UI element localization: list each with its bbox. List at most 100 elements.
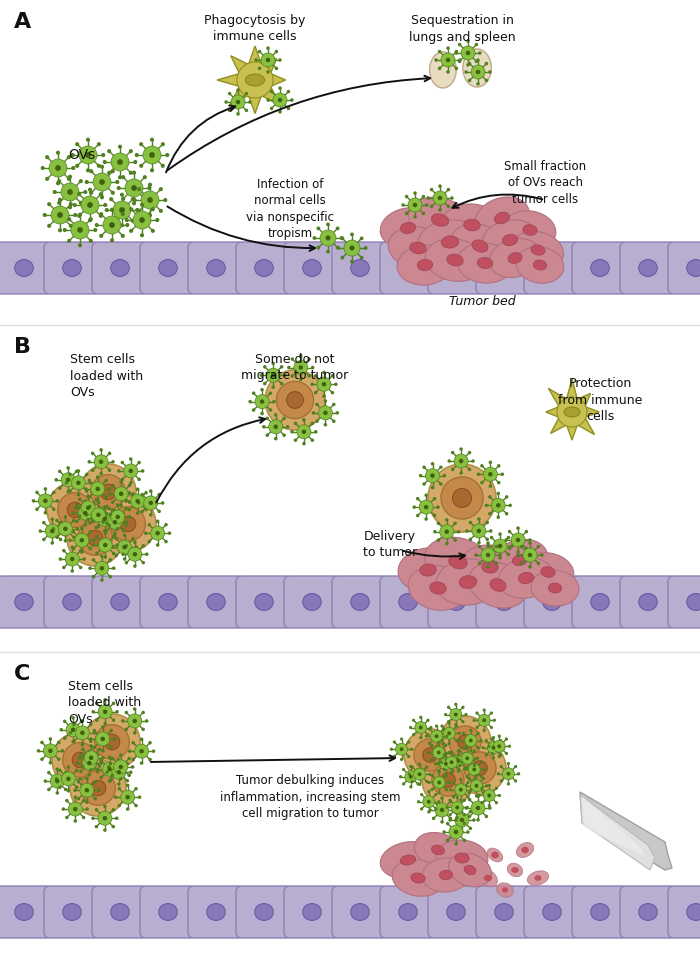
Circle shape bbox=[109, 780, 111, 782]
Circle shape bbox=[438, 733, 440, 735]
Circle shape bbox=[146, 553, 148, 555]
Circle shape bbox=[452, 810, 454, 812]
Circle shape bbox=[66, 478, 71, 482]
Circle shape bbox=[99, 566, 104, 571]
Circle shape bbox=[461, 830, 463, 833]
Circle shape bbox=[100, 473, 102, 475]
Ellipse shape bbox=[409, 198, 471, 243]
Circle shape bbox=[438, 761, 440, 763]
Circle shape bbox=[451, 197, 453, 199]
Circle shape bbox=[408, 741, 409, 743]
Circle shape bbox=[440, 525, 454, 539]
Circle shape bbox=[111, 774, 113, 777]
Circle shape bbox=[443, 742, 444, 744]
Circle shape bbox=[414, 192, 416, 194]
Ellipse shape bbox=[420, 564, 436, 576]
Circle shape bbox=[87, 495, 89, 497]
Circle shape bbox=[517, 527, 519, 529]
Circle shape bbox=[44, 488, 46, 490]
Circle shape bbox=[86, 808, 88, 810]
Circle shape bbox=[124, 464, 138, 478]
Circle shape bbox=[76, 521, 78, 523]
Circle shape bbox=[465, 713, 467, 715]
Circle shape bbox=[85, 490, 88, 492]
Circle shape bbox=[142, 562, 144, 564]
Circle shape bbox=[473, 750, 475, 752]
Circle shape bbox=[46, 177, 48, 180]
Circle shape bbox=[129, 484, 131, 486]
FancyBboxPatch shape bbox=[44, 576, 100, 628]
Circle shape bbox=[102, 750, 104, 752]
Circle shape bbox=[66, 723, 80, 737]
Circle shape bbox=[99, 179, 105, 185]
Circle shape bbox=[430, 727, 432, 729]
Circle shape bbox=[449, 789, 452, 790]
Circle shape bbox=[51, 206, 69, 224]
Text: Phagocytosis by
immune cells: Phagocytosis by immune cells bbox=[204, 14, 306, 43]
Ellipse shape bbox=[548, 583, 561, 593]
Circle shape bbox=[74, 203, 76, 206]
Circle shape bbox=[119, 146, 121, 148]
Circle shape bbox=[60, 729, 62, 731]
Circle shape bbox=[98, 538, 112, 552]
Circle shape bbox=[110, 746, 112, 748]
Circle shape bbox=[50, 528, 55, 533]
Text: Protection
from immune
cells: Protection from immune cells bbox=[558, 377, 642, 423]
Ellipse shape bbox=[591, 903, 609, 921]
Circle shape bbox=[156, 219, 159, 222]
Circle shape bbox=[129, 502, 131, 503]
Circle shape bbox=[112, 509, 114, 512]
Circle shape bbox=[32, 500, 34, 502]
Circle shape bbox=[433, 746, 445, 759]
Ellipse shape bbox=[206, 260, 225, 276]
Circle shape bbox=[150, 490, 152, 492]
Circle shape bbox=[86, 778, 88, 780]
Circle shape bbox=[507, 772, 510, 776]
Circle shape bbox=[431, 789, 433, 790]
Circle shape bbox=[83, 511, 88, 515]
Circle shape bbox=[493, 737, 494, 738]
Circle shape bbox=[447, 71, 449, 73]
Circle shape bbox=[43, 538, 45, 541]
Circle shape bbox=[267, 47, 269, 49]
Circle shape bbox=[456, 759, 461, 762]
Circle shape bbox=[323, 371, 325, 373]
Circle shape bbox=[438, 801, 440, 803]
Circle shape bbox=[57, 152, 60, 154]
Circle shape bbox=[435, 803, 449, 817]
Circle shape bbox=[341, 237, 344, 240]
Circle shape bbox=[61, 183, 79, 201]
Circle shape bbox=[38, 494, 52, 508]
Circle shape bbox=[467, 830, 469, 833]
Circle shape bbox=[290, 99, 293, 101]
Circle shape bbox=[400, 747, 403, 751]
Circle shape bbox=[80, 567, 82, 569]
Circle shape bbox=[493, 757, 494, 759]
Circle shape bbox=[43, 522, 45, 524]
Circle shape bbox=[74, 214, 76, 217]
Circle shape bbox=[162, 143, 164, 146]
Circle shape bbox=[48, 749, 52, 753]
Circle shape bbox=[261, 388, 263, 390]
Circle shape bbox=[57, 182, 60, 185]
Circle shape bbox=[112, 502, 114, 503]
Circle shape bbox=[449, 800, 451, 801]
Ellipse shape bbox=[206, 903, 225, 921]
Ellipse shape bbox=[410, 242, 426, 254]
Circle shape bbox=[121, 479, 123, 480]
Circle shape bbox=[473, 779, 475, 781]
Circle shape bbox=[81, 720, 83, 722]
Circle shape bbox=[408, 756, 409, 758]
Circle shape bbox=[82, 765, 84, 767]
Circle shape bbox=[108, 488, 111, 490]
Circle shape bbox=[99, 215, 102, 217]
Circle shape bbox=[69, 203, 72, 205]
Circle shape bbox=[113, 760, 127, 774]
Circle shape bbox=[323, 395, 325, 397]
Circle shape bbox=[435, 762, 437, 764]
Circle shape bbox=[483, 730, 485, 732]
Circle shape bbox=[478, 542, 480, 544]
Circle shape bbox=[496, 546, 498, 548]
Circle shape bbox=[430, 205, 433, 207]
Circle shape bbox=[508, 762, 510, 764]
